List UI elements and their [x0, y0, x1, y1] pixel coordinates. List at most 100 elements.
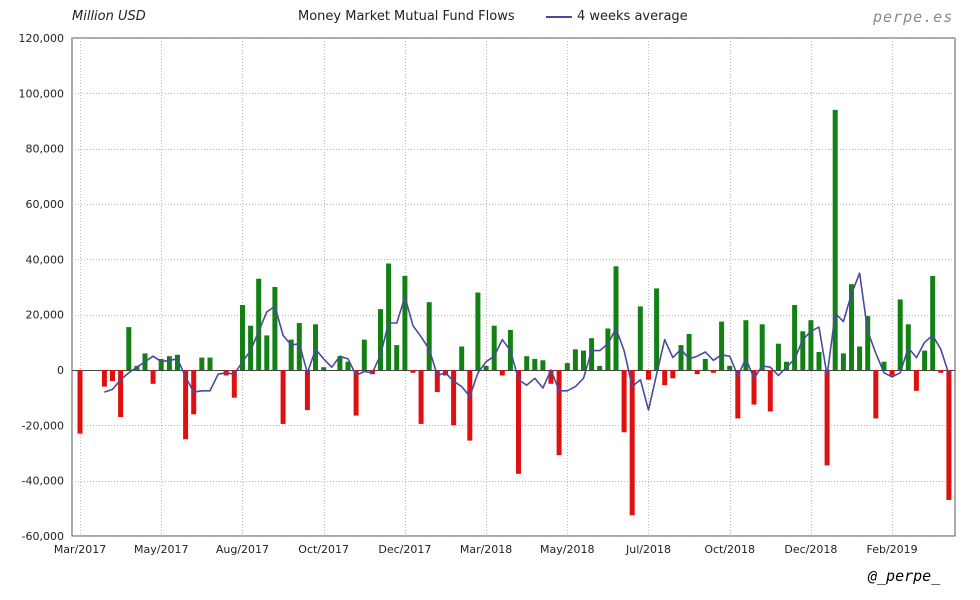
inflow-bar — [800, 331, 806, 370]
inflow-bar — [524, 356, 530, 370]
outflow-bar — [556, 370, 562, 456]
inflow-bar — [897, 299, 903, 370]
y-axis: 120,000 100,000 80,000 60,000 40,000 20,000 0 -… — [19, 32, 65, 543]
x-axis: Mar/2017 May/2017 Aug/2017 Oct/2017 Dec/2017… — [54, 543, 918, 556]
inflow-bar — [743, 320, 749, 370]
inflow-bar — [126, 327, 132, 370]
legend: 4 weeks average — [546, 9, 688, 24]
inflow-bar — [386, 263, 392, 370]
outflow-bar — [646, 370, 651, 380]
inflow-bar — [637, 306, 643, 370]
inflow-bar — [361, 339, 367, 370]
inflow-bar — [394, 345, 400, 370]
inflow-bar — [605, 328, 611, 370]
inflow-bar — [313, 324, 318, 370]
inflow-bar — [930, 275, 936, 370]
inflow-bar — [426, 302, 432, 370]
inflow-bar — [613, 266, 619, 371]
legend-label: 4 weeks average — [577, 9, 688, 24]
inflow-bar — [264, 335, 270, 370]
inflow-bar — [199, 357, 205, 370]
brand-watermark: perpe.es — [873, 8, 954, 26]
outflow-bar — [735, 370, 741, 419]
x-tick-label: Jul/2018 — [625, 543, 671, 556]
inflow-bar — [922, 350, 928, 370]
inflow-bar — [459, 346, 465, 370]
outflow-bar — [694, 370, 700, 375]
inflow-bar — [248, 325, 254, 370]
inflow-bar — [256, 278, 262, 370]
outflow-bar — [410, 370, 416, 373]
inflow-bar — [572, 349, 578, 371]
x-tick-label: Mar/2017 — [54, 543, 106, 556]
outflow-bar — [629, 370, 635, 516]
x-tick-label: Dec/2018 — [784, 543, 837, 556]
inflow-bar — [158, 358, 164, 370]
y-tick-label: 0 — [57, 364, 64, 377]
outflow-bar — [751, 370, 757, 405]
inflow-bar — [881, 361, 887, 370]
y-tick-label: 120,000 — [19, 32, 65, 45]
chart-title: Money Market Mutual Fund Flows — [298, 9, 515, 24]
outflow-bar — [670, 370, 676, 379]
legend-line-swatch — [546, 15, 572, 18]
average-line-layer — [104, 272, 950, 411]
outflow-bar — [889, 370, 895, 376]
outflow-bar — [662, 370, 668, 386]
x-tick-label: Oct/2018 — [704, 543, 755, 556]
plot-area-border — [71, 37, 956, 537]
inflow-bar — [378, 309, 383, 370]
outflow-bar — [913, 370, 919, 391]
outflow-bar — [946, 370, 952, 500]
outflow-bar — [434, 370, 440, 393]
inflow-bar — [581, 350, 586, 370]
inflow-bar — [564, 363, 570, 370]
inflow-bar — [865, 316, 871, 370]
y-tick-label: -40,000 — [22, 475, 64, 488]
outflow-bar — [101, 370, 107, 387]
outflow-bar — [938, 370, 944, 373]
inflow-bar — [597, 365, 603, 370]
flow-bars — [77, 109, 952, 516]
outflow-bar — [77, 370, 83, 434]
author-handle: @_perpe_ — [868, 567, 941, 585]
inflow-bar — [808, 320, 814, 370]
outflow-bar — [516, 370, 521, 474]
inflow-bar — [759, 324, 765, 370]
x-tick-label: May/2017 — [134, 543, 188, 556]
unit-label: Million USD — [72, 9, 146, 24]
outflow-bar — [231, 370, 237, 398]
inflow-bar — [166, 356, 172, 370]
outflow-bar — [304, 370, 310, 411]
inflow-bar — [849, 284, 854, 370]
outflow-bar — [280, 370, 286, 424]
inflow-bar — [702, 358, 708, 370]
average-line — [104, 272, 950, 411]
y-tick-label: -20,000 — [22, 419, 64, 432]
inflow-bar — [832, 109, 838, 371]
outflow-bar — [873, 370, 879, 419]
inflow-bar — [589, 338, 595, 370]
outflow-bar — [150, 370, 156, 384]
outflow-bar — [353, 370, 359, 416]
y-tick-label: 40,000 — [26, 253, 65, 266]
outflow-bar — [548, 370, 554, 384]
inflow-bar — [678, 345, 684, 370]
inflow-bar — [175, 354, 180, 370]
inflow-bar — [345, 361, 351, 370]
inflow-bar — [816, 352, 822, 370]
inflow-bar — [857, 346, 863, 370]
inflow-bar — [402, 275, 408, 370]
inflow-bar — [784, 361, 789, 370]
inflow-bar — [775, 343, 781, 370]
plot-frame — [71, 37, 956, 537]
inflow-bar — [491, 325, 497, 370]
outflow-bar — [418, 370, 424, 424]
inflow-bar — [719, 321, 725, 370]
x-tick-label: May/2018 — [540, 543, 594, 556]
x-tick-label: Feb/2019 — [867, 543, 918, 556]
inflow-bar — [207, 357, 213, 370]
inflow-bar — [686, 334, 692, 370]
outflow-bar — [451, 370, 457, 426]
inflow-bar — [272, 287, 278, 370]
